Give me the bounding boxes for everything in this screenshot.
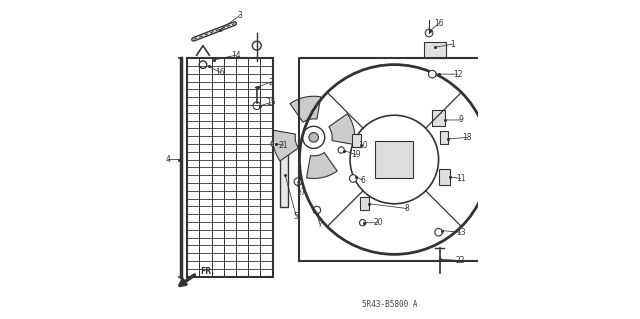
Text: 21: 21: [279, 141, 289, 150]
Text: 15: 15: [266, 98, 276, 107]
Wedge shape: [290, 96, 321, 122]
Circle shape: [388, 153, 401, 166]
Circle shape: [253, 102, 260, 109]
Bar: [440, 131, 448, 144]
Text: 10: 10: [358, 141, 367, 150]
Circle shape: [380, 145, 408, 174]
Text: 12: 12: [453, 70, 462, 78]
Bar: [424, 42, 447, 58]
Bar: [360, 197, 369, 210]
Text: 13: 13: [456, 228, 465, 237]
Text: 2: 2: [269, 78, 273, 86]
Text: 19: 19: [351, 150, 361, 159]
Circle shape: [303, 126, 324, 148]
Text: 17: 17: [296, 188, 306, 197]
Circle shape: [426, 29, 433, 37]
Circle shape: [313, 206, 321, 214]
Bar: [280, 144, 289, 207]
Circle shape: [309, 133, 319, 142]
Text: FR.: FR.: [200, 267, 214, 276]
Text: 22: 22: [456, 256, 465, 265]
Text: 4: 4: [166, 155, 171, 164]
Text: 8: 8: [404, 204, 410, 213]
Text: 16: 16: [216, 68, 225, 77]
Text: 18: 18: [462, 133, 472, 142]
Circle shape: [338, 147, 344, 153]
Text: 14: 14: [232, 51, 241, 60]
Bar: [187, 58, 273, 277]
Circle shape: [360, 219, 366, 226]
Text: 20: 20: [374, 218, 383, 227]
Bar: [351, 134, 361, 147]
Circle shape: [435, 228, 442, 236]
Circle shape: [294, 178, 301, 185]
Circle shape: [199, 61, 207, 69]
Text: 11: 11: [456, 174, 465, 183]
Text: 7: 7: [317, 220, 323, 229]
Circle shape: [349, 175, 357, 182]
Wedge shape: [307, 152, 337, 178]
Text: 6: 6: [360, 175, 365, 185]
Circle shape: [252, 41, 261, 50]
Text: 5: 5: [294, 212, 299, 221]
Wedge shape: [273, 130, 298, 161]
Circle shape: [271, 141, 277, 147]
Bar: [375, 141, 413, 178]
Text: 9: 9: [458, 115, 463, 124]
Text: 5R43-B5800 A: 5R43-B5800 A: [362, 300, 417, 309]
Wedge shape: [329, 114, 355, 145]
Text: 1: 1: [451, 40, 455, 48]
Bar: [438, 169, 450, 185]
Bar: [432, 110, 445, 126]
Circle shape: [428, 70, 436, 78]
Text: 3: 3: [237, 11, 242, 20]
Text: 16: 16: [434, 19, 444, 28]
